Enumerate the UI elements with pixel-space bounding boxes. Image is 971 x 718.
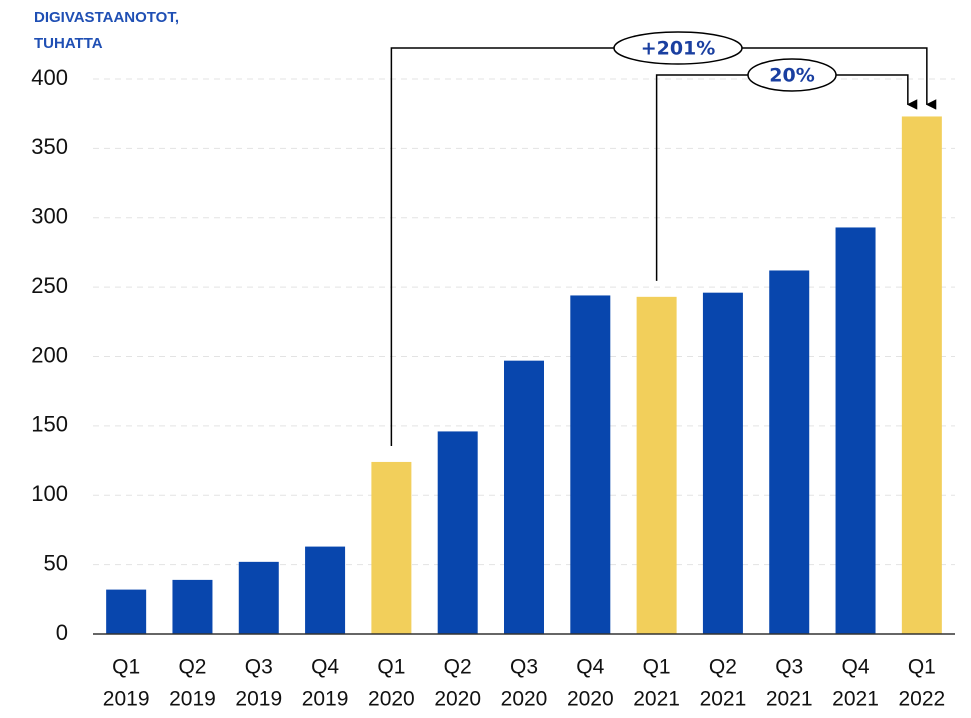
x-tick-label: Q3 [510, 656, 538, 679]
x-tick-label: Q2 [709, 656, 737, 679]
x-tick-label: Q4 [842, 656, 870, 679]
y-tick-label: 350 [31, 134, 68, 159]
y-tick-label: 0 [56, 620, 68, 645]
annotation-label: +201% [641, 38, 716, 60]
x-tick-label: 2020 [368, 688, 415, 711]
y-axis-label: TUHATTA [34, 35, 103, 52]
bar [835, 227, 876, 634]
bar [702, 292, 743, 634]
bar [769, 270, 810, 634]
x-tick-label: Q1 [377, 656, 405, 679]
bar [437, 431, 478, 634]
bar [238, 561, 279, 634]
x-tick-label: Q3 [775, 656, 803, 679]
x-tick-label: 2019 [302, 688, 349, 711]
bar [504, 360, 544, 634]
x-tick-label: 2021 [832, 688, 879, 711]
x-tick-label: 2021 [766, 688, 813, 711]
annotation-bubble [747, 58, 837, 92]
x-tick-label: 2020 [501, 688, 548, 711]
y-tick-label: 150 [31, 412, 68, 437]
x-tick-label: 2021 [700, 688, 747, 711]
x-tick-label: Q1 [908, 656, 936, 679]
x-tick-label: 2019 [103, 688, 150, 711]
x-tick-label: 2021 [633, 688, 680, 711]
y-tick-label: 300 [31, 204, 68, 229]
y-tick-label: 50 [44, 550, 68, 575]
bar [371, 461, 412, 634]
y-tick-label: 400 [31, 65, 68, 90]
x-tick-label: 2022 [898, 688, 945, 711]
x-tick-label: Q2 [178, 656, 206, 679]
y-tick-label: 100 [31, 481, 68, 506]
bar [106, 589, 147, 634]
y-tick-label: 250 [31, 273, 68, 298]
bar [636, 296, 677, 634]
x-tick-label: 2020 [567, 688, 614, 711]
x-tick-label: Q2 [444, 656, 472, 679]
x-tick-label: 2019 [235, 688, 282, 711]
x-tick-label: Q4 [311, 656, 339, 679]
x-tick-label: Q3 [245, 656, 273, 679]
y-tick-label: 200 [31, 342, 68, 367]
bar [305, 546, 346, 634]
y-axis-label: DIGIVASTAANOTOT, [34, 9, 179, 26]
x-tick-label: Q1 [112, 656, 140, 679]
x-tick-label: 2020 [434, 688, 481, 711]
bar [901, 116, 942, 634]
bar [570, 295, 611, 634]
x-tick-label: Q1 [643, 656, 671, 679]
x-tick-label: Q4 [576, 656, 604, 679]
annotation-bubble [613, 31, 743, 65]
bar [172, 579, 213, 634]
x-tick-label: 2019 [169, 688, 216, 711]
annotation-label: 20% [769, 65, 814, 87]
